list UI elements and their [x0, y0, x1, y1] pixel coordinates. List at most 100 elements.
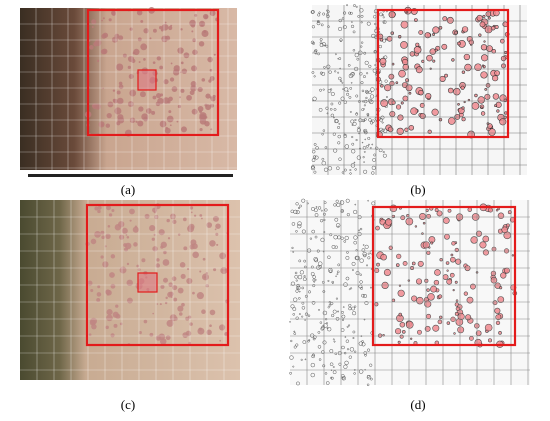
- lesion: [397, 289, 405, 297]
- lesion: [410, 107, 418, 115]
- texture: [289, 321, 291, 323]
- lesion: [118, 234, 125, 240]
- lesion: [189, 244, 195, 250]
- texture: [341, 81, 344, 84]
- lesion: [118, 84, 124, 90]
- texture: [378, 148, 383, 153]
- texture: [308, 290, 312, 294]
- lesion: [405, 84, 413, 92]
- texture: [358, 369, 364, 374]
- texture: [351, 135, 354, 139]
- caption: (d): [410, 397, 425, 412]
- texture: [367, 136, 371, 140]
- texture: [359, 258, 364, 263]
- texture: [321, 71, 326, 76]
- lesion: [214, 228, 217, 231]
- lesion: [498, 331, 502, 335]
- lesion: [116, 90, 121, 95]
- lesion: [141, 258, 146, 263]
- lesion: [452, 289, 455, 292]
- texture: [353, 209, 358, 215]
- texture: [349, 169, 352, 172]
- texture: [327, 306, 330, 309]
- lesion: [209, 10, 216, 17]
- texture: [289, 371, 292, 375]
- lesion: [171, 86, 178, 92]
- texture: [310, 166, 316, 171]
- texture: [293, 209, 298, 214]
- texture: [319, 219, 324, 223]
- texture: [322, 88, 325, 91]
- lesion: [213, 268, 217, 272]
- lesion: [487, 123, 493, 129]
- lesion: [475, 230, 482, 237]
- texture: [351, 124, 354, 126]
- lesion: [422, 241, 430, 249]
- lesion: [192, 49, 198, 55]
- texture: [354, 168, 357, 171]
- lesion: [494, 24, 499, 30]
- lesion: [460, 85, 465, 90]
- texture: [304, 312, 309, 316]
- lesion: [115, 304, 119, 308]
- texture: [342, 25, 347, 30]
- lesion: [110, 254, 116, 259]
- lesion: [180, 273, 186, 279]
- texture: [350, 72, 355, 77]
- lesion: [426, 250, 431, 255]
- texture: [331, 313, 335, 318]
- texture: [337, 225, 340, 228]
- texture: [291, 222, 296, 226]
- texture: [351, 142, 355, 146]
- texture: [359, 273, 362, 276]
- lesion: [140, 43, 148, 51]
- texture: [358, 118, 363, 123]
- lesion: [96, 292, 102, 297]
- texture: [340, 209, 344, 214]
- texture: [361, 340, 364, 343]
- lesion: [181, 68, 188, 74]
- lesion: [160, 245, 164, 249]
- texture: [298, 206, 301, 210]
- lesion: [488, 207, 494, 213]
- texture: [370, 94, 375, 99]
- lesion: [100, 255, 104, 259]
- lesion: [206, 329, 212, 336]
- lesion: [443, 217, 450, 224]
- texture: [368, 90, 372, 94]
- lesion: [405, 320, 414, 329]
- lesion: [380, 99, 389, 108]
- texture: [329, 233, 333, 237]
- lesion: [160, 284, 165, 289]
- lesion: [106, 289, 112, 296]
- lesion: [482, 14, 486, 18]
- lesion: [126, 297, 133, 304]
- lesion: [190, 211, 193, 214]
- texture: [359, 280, 363, 284]
- lesion: [426, 213, 432, 219]
- lesion: [444, 233, 450, 240]
- texture: [330, 302, 334, 305]
- lesion: [119, 266, 127, 274]
- texture: [311, 229, 316, 234]
- texture: [301, 229, 306, 234]
- lesion: [114, 224, 122, 231]
- lesion: [168, 282, 173, 287]
- texture: [342, 306, 345, 308]
- lesion: [177, 47, 184, 54]
- texture: [320, 237, 325, 243]
- lesion: [463, 100, 466, 104]
- texture: [339, 200, 345, 205]
- texture: [353, 161, 356, 164]
- lesion: [511, 254, 515, 257]
- lesion: [97, 205, 102, 210]
- lesion: [387, 126, 394, 133]
- lesion: [426, 313, 432, 319]
- texture: [297, 274, 303, 280]
- lesion: [129, 89, 137, 97]
- texture: [301, 286, 305, 290]
- texture: [364, 354, 367, 357]
- lesion: [439, 75, 446, 83]
- texture: [334, 245, 338, 249]
- lesion: [197, 105, 204, 112]
